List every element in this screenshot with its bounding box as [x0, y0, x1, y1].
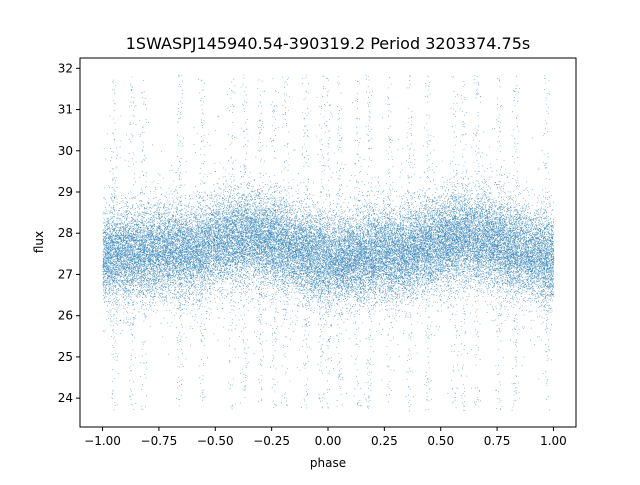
plot-area: [79, 57, 577, 428]
y-tick-label: 32: [58, 61, 73, 75]
x-tick-label: 0.00: [315, 434, 342, 448]
chart-title: 1SWASPJ145940.54-390319.2 Period 3203374…: [126, 34, 531, 53]
y-tick-label: 24: [58, 391, 73, 405]
y-tick-label: 30: [58, 144, 73, 158]
y-axis: 24 25 26 27 28 29 30 31 32: [58, 61, 80, 405]
x-tick-label: −0.25: [253, 434, 290, 448]
plot-background: [80, 58, 576, 427]
x-tick-label: 1.00: [540, 434, 567, 448]
x-tick-label: 0.75: [484, 434, 511, 448]
x-tick-label: −0.50: [197, 434, 234, 448]
y-tick-label: 27: [58, 267, 73, 281]
y-tick-label: 25: [58, 350, 73, 364]
x-axis: −1.00 −0.75 −0.50 −0.25 0.00 0.25 0.50 0.75 1.00: [84, 427, 567, 448]
data-points: [102, 74, 555, 412]
x-tick-label: 0.25: [371, 434, 398, 448]
y-tick-label: 28: [58, 226, 73, 240]
x-tick-label: 0.50: [427, 434, 454, 448]
x-tick-label: −0.75: [141, 434, 178, 448]
y-tick-label: 29: [58, 185, 73, 199]
y-axis-label: flux: [32, 231, 46, 253]
y-tick-label: 26: [58, 309, 73, 323]
scatter-points: [102, 74, 555, 412]
y-tick-label: 31: [58, 103, 73, 117]
x-tick-label: −1.00: [84, 434, 121, 448]
x-axis-label: phase: [310, 456, 346, 470]
